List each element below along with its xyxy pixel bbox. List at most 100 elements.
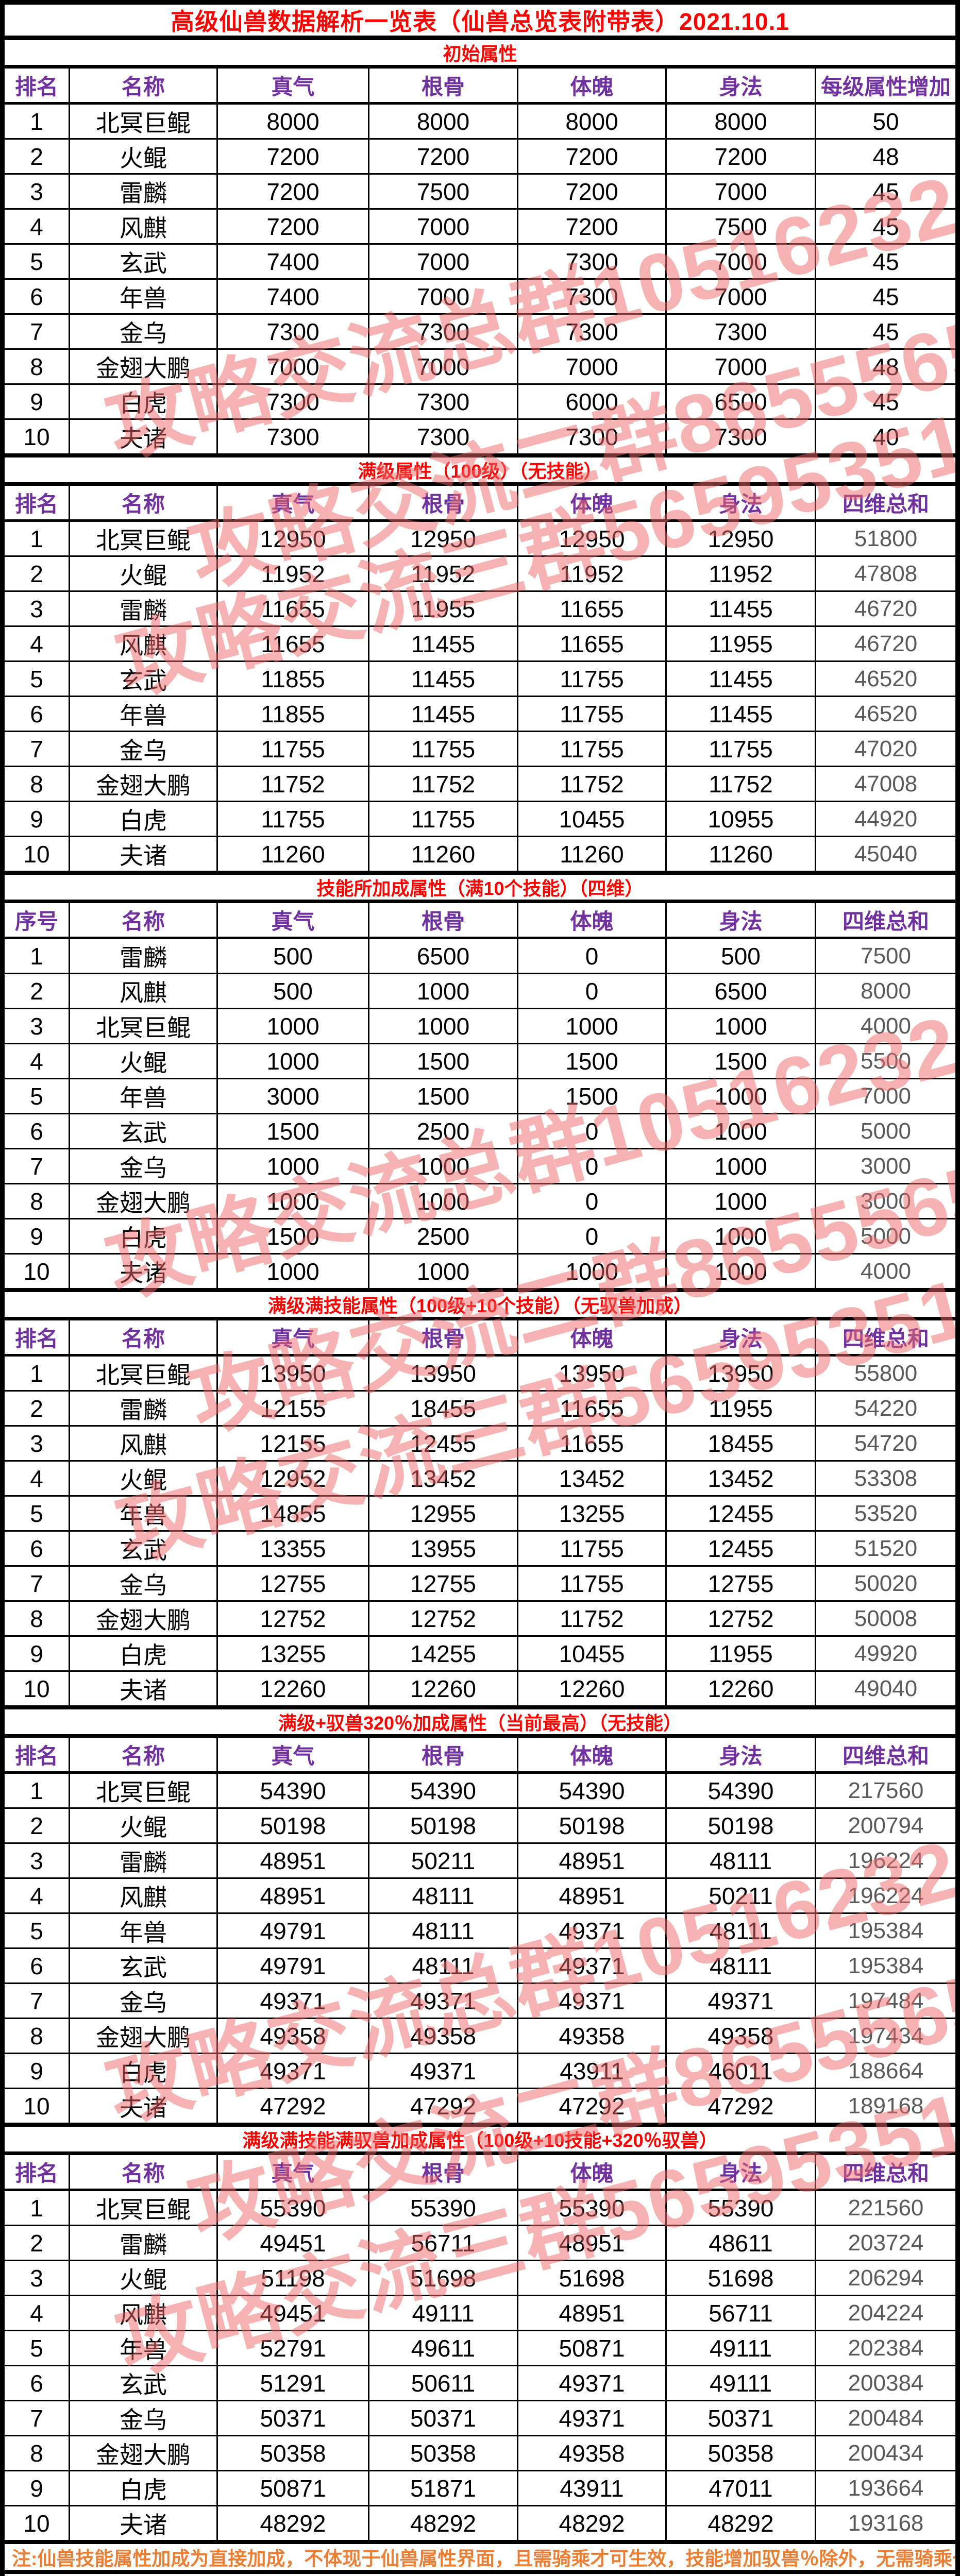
rank-cell: 9 [5,802,69,836]
stat-cell: 48951 [218,1844,368,1877]
total-cell: 49920 [816,1637,955,1670]
total-cell: 50 [816,105,955,138]
column-header: 体魄 [518,486,665,519]
stat-cell: 12952 [218,1462,368,1495]
stat-cell: 11755 [518,732,665,766]
stat-cell: 49371 [518,1949,665,1982]
stat-cell: 1000 [369,1255,517,1288]
stat-cell: 51698 [369,2261,517,2295]
stat-cell: 46011 [667,2054,815,2088]
stat-cell: 12755 [667,1567,815,1600]
stat-cell: 1500 [218,1219,368,1253]
name-cell: 北冥巨鲲 [70,1357,216,1390]
rank-cell: 5 [5,1079,69,1113]
stat-cell: 50358 [218,2436,368,2470]
stat-cell: 11455 [369,627,517,660]
stat-cell: 8000 [667,105,815,138]
total-cell: 45 [816,245,955,278]
total-cell: 217560 [816,1774,955,1807]
total-cell: 53308 [816,1462,955,1495]
stat-cell: 7200 [218,210,368,243]
rank-cell: 8 [5,767,69,801]
stat-cell: 49371 [518,1914,665,1947]
name-cell: 雷麟 [70,1844,216,1877]
rank-cell: 10 [5,2506,69,2540]
stat-cell: 11955 [369,592,517,625]
total-cell: 49040 [816,1672,955,1705]
rank-cell: 5 [5,1914,69,1947]
stat-cell: 48292 [218,2506,368,2540]
total-cell: 55800 [816,1357,955,1390]
rank-cell: 4 [5,210,69,243]
header-row: 排名 名称 真气 根骨 体魄 身法 四维总和 [5,486,955,522]
total-cell: 5000 [816,1219,955,1253]
stat-cell: 50198 [218,1809,368,1842]
stat-cell: 11855 [218,697,368,731]
stat-cell: 1000 [369,974,517,1008]
stat-cell: 7000 [218,350,368,383]
stat-cell: 11755 [369,732,517,766]
column-header: 真气 [218,486,368,519]
column-header: 排名 [5,1738,69,1771]
total-cell: 51800 [816,522,955,555]
rank-cell: 2 [5,2226,69,2260]
section: 满级属性（100级）（无技能） 排名 名称 真气 根骨 体魄 身法 四维总和 1 北冥巨鲲 1295… [5,457,955,875]
total-cell: 50008 [816,1602,955,1635]
total-cell: 45 [816,280,955,313]
name-cell: 金乌 [70,1984,216,2018]
stat-cell: 11955 [667,1637,815,1670]
column-header: 每级属性增加 [816,69,955,102]
stat-cell: 10955 [667,802,815,836]
stat-cell: 48111 [369,1879,517,1912]
name-cell: 夫诸 [70,420,216,453]
rank-cell: 4 [5,627,69,660]
stat-cell: 7200 [667,140,815,173]
stat-cell: 1500 [369,1044,517,1078]
rank-cell: 3 [5,2261,69,2295]
stat-cell: 7200 [518,140,665,173]
stat-cell: 11655 [518,592,665,625]
stat-cell: 7200 [218,175,368,208]
total-cell: 202384 [816,2331,955,2365]
name-cell: 风麒 [70,627,216,660]
stat-cell: 47292 [518,2089,665,2123]
stat-cell: 7300 [218,420,368,453]
total-cell: 46520 [816,662,955,696]
stat-cell: 11952 [218,557,368,590]
stat-cell: 47292 [218,2089,368,2123]
total-cell: 51520 [816,1532,955,1565]
stat-cell: 48292 [518,2506,665,2540]
rank-cell: 5 [5,245,69,278]
name-cell: 风麒 [70,1427,216,1460]
stat-cell: 13355 [218,1532,368,1565]
name-cell: 北冥巨鲲 [70,522,216,555]
total-cell: 5000 [816,1114,955,1148]
rank-cell: 3 [5,592,69,625]
stat-cell: 11455 [667,592,815,625]
total-cell: 196224 [816,1844,955,1877]
rank-cell: 7 [5,1567,69,1600]
stat-cell: 7000 [369,350,517,383]
stat-cell: 11752 [518,1602,665,1635]
stat-cell: 12752 [667,1602,815,1635]
stat-cell: 11955 [667,627,815,660]
stat-cell: 54390 [667,1774,815,1807]
stat-cell: 49371 [518,1984,665,2018]
stat-cell: 49111 [667,2366,815,2400]
stat-cell: 0 [518,974,665,1008]
stat-cell: 11755 [518,1567,665,1600]
name-cell: 金翅大鹏 [70,1602,216,1635]
section-title: 满级满技能属性（100级+10个技能）（无驭兽加成） [5,1292,955,1320]
total-cell: 204224 [816,2296,955,2330]
stat-cell: 11752 [667,767,815,801]
stat-cell: 1000 [667,1219,815,1253]
section-title: 满级+驭兽320％加成属性（当前最高）（无技能） [5,1709,955,1738]
total-cell: 200794 [816,1809,955,1842]
column-header: 四维总和 [816,1320,955,1354]
section: 满级满技能满驭兽加成属性（100级+10技能+320％驭兽） 排名 名称 真气 根骨 体魄… [5,2127,955,2544]
section: 满级满技能属性（100级+10个技能）（无驭兽加成） 排名 名称 真气 根骨 体魄 身法 四维… [5,1292,955,1709]
column-header: 名称 [70,486,216,519]
stat-cell: 12950 [218,522,368,555]
stat-cell: 48611 [667,2226,815,2260]
stat-cell: 51698 [667,2261,815,2295]
